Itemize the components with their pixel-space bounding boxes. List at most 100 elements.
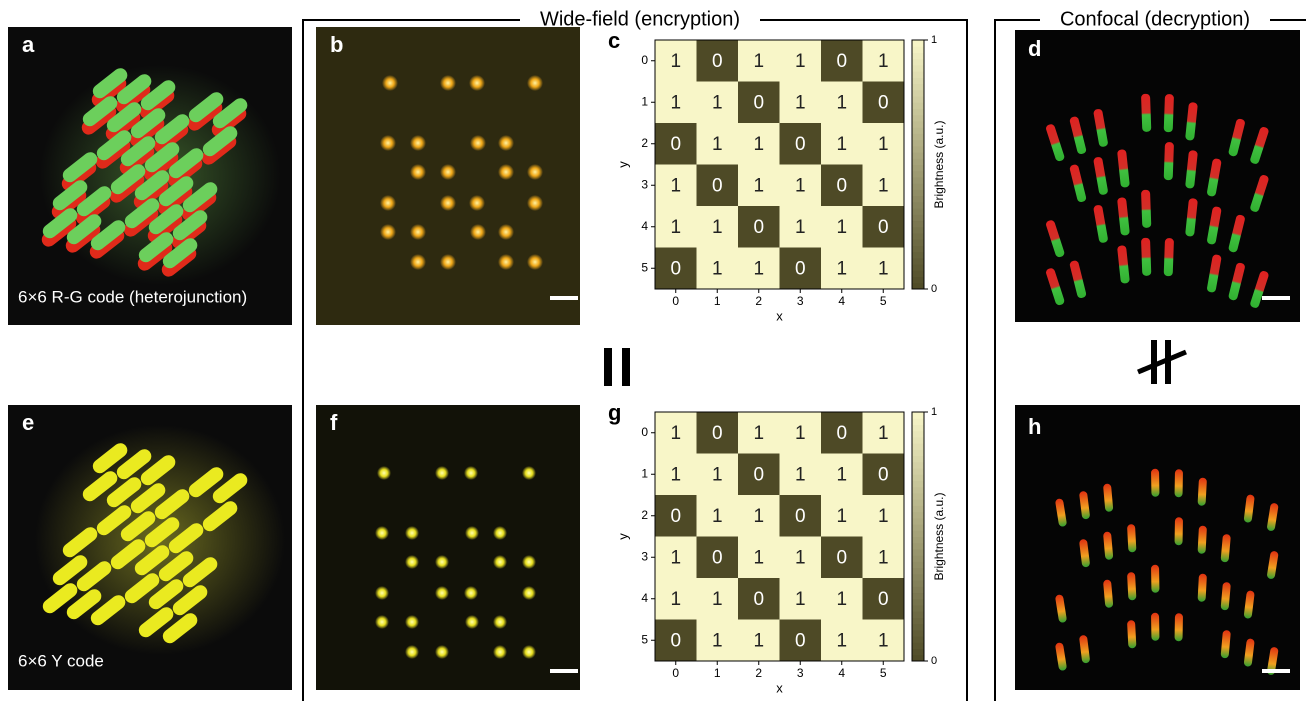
spot	[522, 645, 536, 659]
y-tick-label: 5	[641, 260, 648, 274]
cell-label: 1	[836, 258, 847, 279]
spot	[440, 254, 456, 270]
colorbar-step	[912, 512, 924, 519]
spot	[465, 615, 479, 629]
x-axis-label: x	[776, 680, 783, 695]
spot	[382, 75, 398, 91]
cell-label: 1	[712, 464, 723, 485]
colorbar-step	[912, 543, 924, 550]
cell-label: 1	[712, 258, 723, 279]
spot	[380, 195, 396, 211]
colorbar-step	[912, 133, 924, 140]
cell-label: 1	[836, 506, 847, 527]
cell-label: 0	[795, 506, 806, 527]
colorbar-step	[912, 121, 924, 128]
colorbar-step	[912, 202, 924, 209]
colorbar-step	[912, 605, 924, 612]
spot	[522, 555, 536, 569]
colorbar-step	[912, 127, 924, 134]
rod	[1198, 478, 1207, 506]
cell-label: 0	[878, 217, 889, 238]
rod	[1198, 526, 1207, 554]
spot	[493, 526, 507, 540]
cell-label: 1	[670, 423, 681, 444]
cell-label: 1	[753, 175, 764, 196]
spot	[440, 164, 456, 180]
y-axis-label: y	[615, 533, 630, 540]
cell-label: 1	[878, 547, 889, 568]
cell-label: 1	[753, 423, 764, 444]
colorbar-step	[912, 96, 924, 103]
spot	[465, 526, 479, 540]
colorbar-step	[912, 549, 924, 556]
cell-label: 1	[795, 547, 806, 568]
colorbar-label: Brightness (a.u.)	[932, 492, 946, 580]
x-axis-label: x	[776, 308, 783, 323]
cell-label: 1	[753, 258, 764, 279]
cell-label: 0	[670, 506, 681, 527]
colorbar-label: Brightness (a.u.)	[932, 120, 946, 208]
colorbar-step	[912, 233, 924, 240]
cell-label: 1	[670, 464, 681, 485]
cell-label: 1	[878, 175, 889, 196]
colorbar-step	[912, 221, 924, 228]
colorbar-step	[912, 537, 924, 544]
cell-label: 1	[836, 134, 847, 155]
y-tick-label: 4	[641, 219, 648, 233]
colorbar-step	[912, 456, 924, 463]
colorbar-step	[912, 630, 924, 637]
cell-label: 0	[836, 547, 847, 568]
y-tick-label: 0	[641, 53, 648, 67]
spot	[375, 615, 389, 629]
colorbar-step	[912, 642, 924, 649]
colorbar-step	[912, 568, 924, 575]
cell-label: 0	[795, 630, 806, 651]
y-axis-label: y	[615, 161, 630, 168]
spot	[410, 135, 426, 151]
spot	[405, 526, 419, 540]
spot	[435, 586, 449, 600]
rod	[1127, 524, 1136, 552]
cell-label: 1	[878, 258, 889, 279]
colorbar-tick-label: 0	[931, 283, 937, 295]
colorbar-step	[912, 561, 924, 568]
cell-label: 0	[712, 423, 723, 444]
x-tick-label: 2	[755, 294, 762, 308]
cell-label: 0	[712, 547, 723, 568]
x-tick-label: 4	[838, 666, 845, 680]
colorbar-step	[912, 252, 924, 259]
colorbar-step	[912, 586, 924, 593]
spot	[375, 526, 389, 540]
equal-sign	[622, 348, 630, 386]
cell-label: 1	[670, 589, 681, 610]
spot	[464, 466, 478, 480]
spot	[435, 466, 449, 480]
x-tick-label: 1	[714, 666, 721, 680]
y-tick-label: 0	[641, 425, 648, 439]
colorbar-step	[912, 611, 924, 618]
spot	[527, 195, 543, 211]
cell-label: 1	[712, 217, 723, 238]
y-tick-label: 1	[641, 94, 648, 108]
rod	[1127, 620, 1136, 648]
cell-label: 1	[670, 547, 681, 568]
spot	[498, 135, 514, 151]
cell-label: 0	[795, 258, 806, 279]
rod	[1127, 572, 1136, 600]
colorbar-step	[912, 530, 924, 537]
colorbar-step	[912, 524, 924, 531]
colorbar-step	[912, 418, 924, 425]
cell-label: 1	[878, 51, 889, 72]
spot	[405, 615, 419, 629]
spot	[522, 586, 536, 600]
x-tick-label: 2	[755, 666, 762, 680]
colorbar-step	[912, 165, 924, 172]
rod	[1164, 142, 1174, 180]
x-tick-label: 5	[880, 666, 887, 680]
colorbar-step	[912, 443, 924, 450]
rod	[1151, 565, 1159, 593]
cell-label: 0	[712, 175, 723, 196]
colorbar-step	[912, 183, 924, 190]
cell-label: 0	[878, 589, 889, 610]
spot	[405, 645, 419, 659]
